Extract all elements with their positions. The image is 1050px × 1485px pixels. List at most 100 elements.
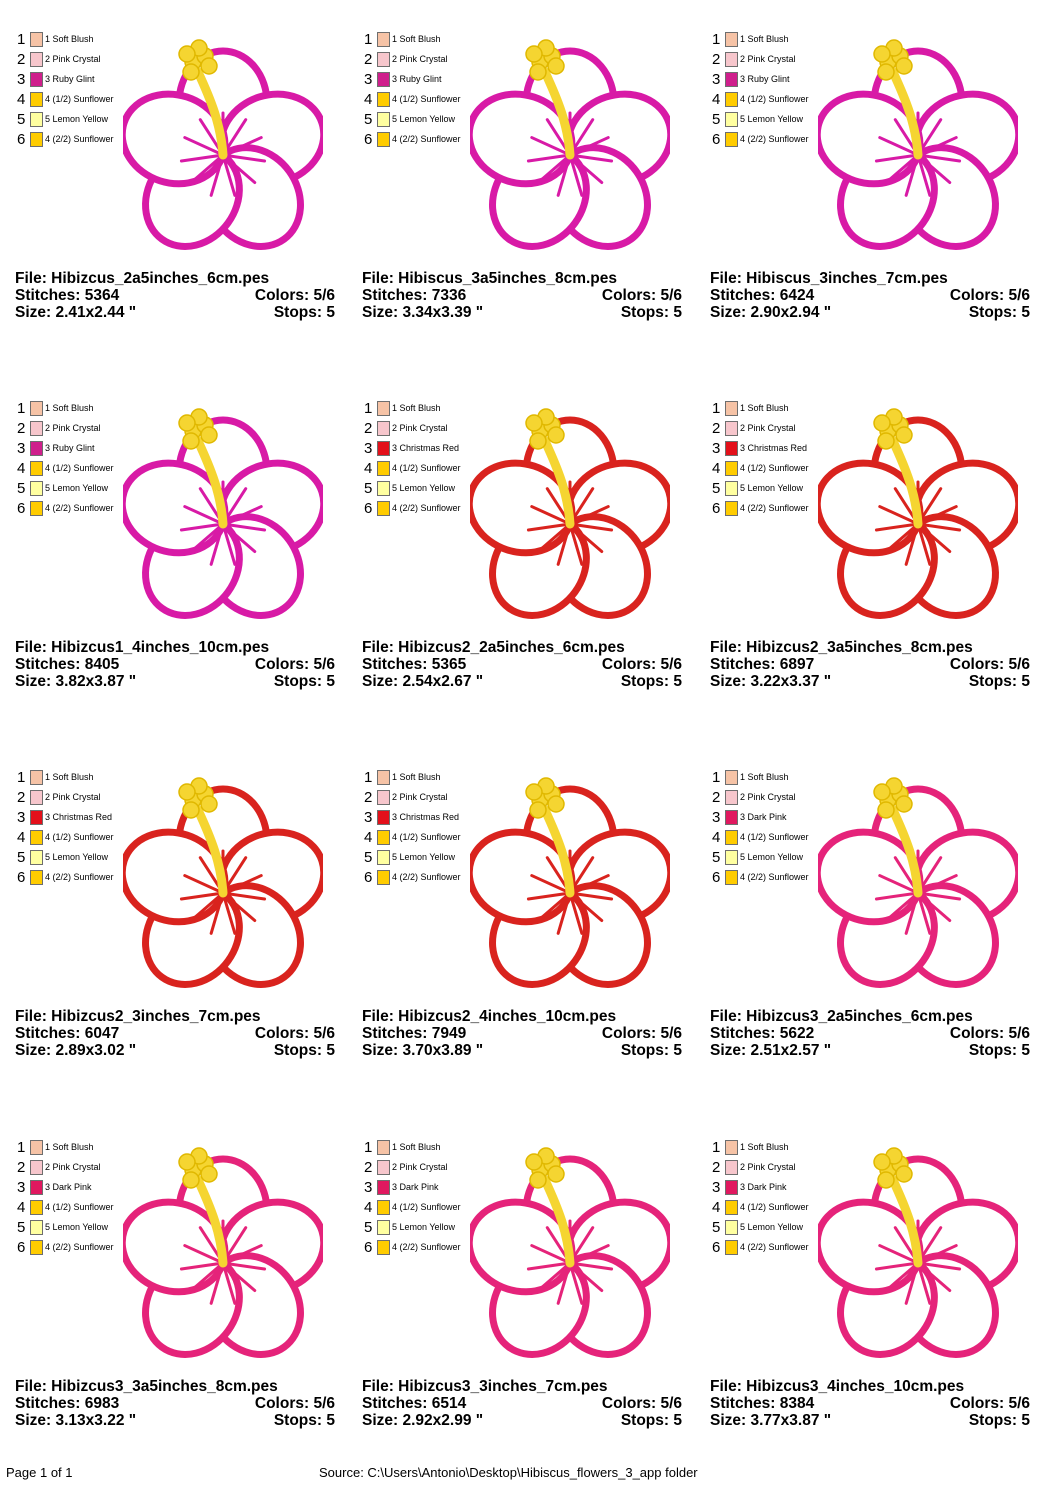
petal-vein	[904, 891, 920, 935]
thread-swatch	[377, 421, 390, 436]
petal-vein	[189, 522, 225, 554]
pollen-head	[873, 1147, 913, 1189]
thread-name: 4 (2/2) Sunflower	[45, 872, 114, 882]
pollen-dot	[529, 801, 547, 819]
petal-vein	[568, 1244, 610, 1265]
thread-number: 2	[364, 789, 373, 806]
thread-swatch	[725, 830, 738, 845]
thread-number: 6	[712, 1239, 721, 1256]
info-size: Size: 3.70x3.89 "	[362, 1042, 484, 1059]
pollen-dot	[200, 57, 218, 75]
petal-vein	[568, 1261, 614, 1271]
info-file: File: Hibizcus3_3inches_7cm.pes	[362, 1378, 608, 1395]
thread-swatch	[30, 810, 43, 825]
info-line: Stitches: 6424 Colors: 5/6	[710, 287, 1030, 304]
petal-vein	[568, 891, 604, 923]
thread-name: 5 Lemon Yellow	[740, 1222, 804, 1232]
petal-vein	[530, 874, 572, 895]
info-stops: Stops: 5	[620, 1412, 682, 1429]
petal-vein	[874, 522, 920, 532]
thread-name: 4 (1/2) Sunflower	[392, 463, 461, 473]
flower-preview	[465, 1138, 675, 1363]
thread-swatch	[377, 1240, 390, 1255]
thread-swatch	[377, 92, 390, 107]
petal-vein	[878, 1244, 920, 1265]
info-line: Stitches: 7949 Colors: 5/6	[362, 1025, 682, 1042]
petal-vein	[221, 153, 257, 185]
info-line: File: Hibizcus2_3a5inches_8cm.pes	[710, 639, 1030, 656]
stamen-stem	[540, 436, 575, 529]
info-line: Stitches: 6983 Colors: 5/6	[15, 1395, 335, 1412]
pollen-dot	[182, 1171, 200, 1189]
design-info: File: Hibizcus3_4inches_10cm.pes Stitches…	[710, 1378, 1030, 1429]
info-stitches: Stitches: 6047	[15, 1025, 120, 1042]
info-size: Size: 3.22x3.37 "	[710, 673, 832, 690]
thread-number: 4	[364, 1199, 373, 1216]
thread-number: 6	[17, 1239, 26, 1256]
thread-swatch	[30, 1160, 43, 1175]
petal-vein	[568, 1261, 604, 1293]
design-card: 1 1 Soft Blush 2 2 Pink Crystal 3 3 Christmas…	[362, 399, 682, 729]
petal-vein	[916, 1244, 958, 1265]
thread-number: 2	[364, 420, 373, 437]
petal-vein	[904, 1261, 920, 1305]
thread-swatch	[30, 441, 43, 456]
thread-swatch	[377, 501, 390, 516]
info-line: Stitches: 5365 Colors: 5/6	[362, 656, 682, 673]
pollen-head	[873, 408, 913, 450]
info-line: Stitches: 6047 Colors: 5/6	[15, 1025, 335, 1042]
thread-number: 6	[364, 131, 373, 148]
thread-name: 4 (2/2) Sunflower	[392, 134, 461, 144]
stamen-stem	[193, 67, 228, 160]
info-size: Size: 3.82x3.87 "	[15, 673, 137, 690]
info-stitches: Stitches: 8384	[710, 1395, 815, 1412]
petal-vein	[568, 522, 604, 554]
stamen-stem	[888, 67, 923, 160]
thread-number: 2	[364, 51, 373, 68]
thread-swatch	[30, 1140, 43, 1155]
info-file: File: Hibiscus_3inches_7cm.pes	[710, 270, 948, 287]
thread-number: 3	[17, 809, 26, 826]
thread-swatch	[30, 1220, 43, 1235]
pollen-dot	[873, 45, 891, 63]
thread-swatch	[377, 1160, 390, 1175]
pollen-head	[178, 777, 218, 819]
thread-name: 1 Soft Blush	[740, 1142, 789, 1152]
petal-vein	[221, 874, 263, 895]
thread-swatch	[30, 421, 43, 436]
thread-number: 4	[712, 460, 721, 477]
thread-number: 4	[17, 91, 26, 108]
petal-vein	[884, 522, 920, 554]
petal-vein	[878, 874, 920, 895]
thread-name: 5 Lemon Yellow	[392, 114, 456, 124]
thread-name: 1 Soft Blush	[45, 1142, 94, 1152]
info-line: Stitches: 5364 Colors: 5/6	[15, 287, 335, 304]
info-file: File: Hibizcus1_4inches_10cm.pes	[15, 639, 270, 656]
petal-vein	[526, 891, 572, 901]
petal-vein	[904, 153, 920, 197]
thread-number: 2	[364, 1159, 373, 1176]
info-line: Stitches: 8405 Colors: 5/6	[15, 656, 335, 673]
info-line: Size: 3.77x3.87 " Stops: 5	[710, 1412, 1030, 1429]
flower-preview	[465, 399, 675, 624]
design-info: File: Hibiscus_3a5inches_8cm.pes Stitches…	[362, 270, 682, 321]
thread-swatch	[30, 770, 43, 785]
thread-name: 3 Dark Pink	[740, 1182, 787, 1192]
petal-vein	[221, 891, 237, 935]
petal-vein	[221, 1261, 267, 1271]
thread-swatch	[725, 1200, 738, 1215]
thread-name: 3 Ruby Glint	[45, 74, 95, 84]
pollen-head	[178, 39, 218, 81]
pollen-head	[873, 39, 913, 81]
info-stops: Stops: 5	[620, 304, 682, 321]
thread-name: 1 Soft Blush	[392, 403, 441, 413]
hibiscus-flower-image	[813, 1147, 1023, 1358]
design-info: File: Hibizcus2_3a5inches_8cm.pes Stitche…	[710, 639, 1030, 690]
petal-vein	[526, 522, 572, 532]
thread-name: 4 (1/2) Sunflower	[45, 832, 114, 842]
pollen-dot	[895, 57, 913, 75]
thread-swatch	[725, 501, 738, 516]
thread-swatch	[30, 92, 43, 107]
petal-vein	[568, 891, 614, 901]
pollen-dot	[873, 1153, 891, 1171]
